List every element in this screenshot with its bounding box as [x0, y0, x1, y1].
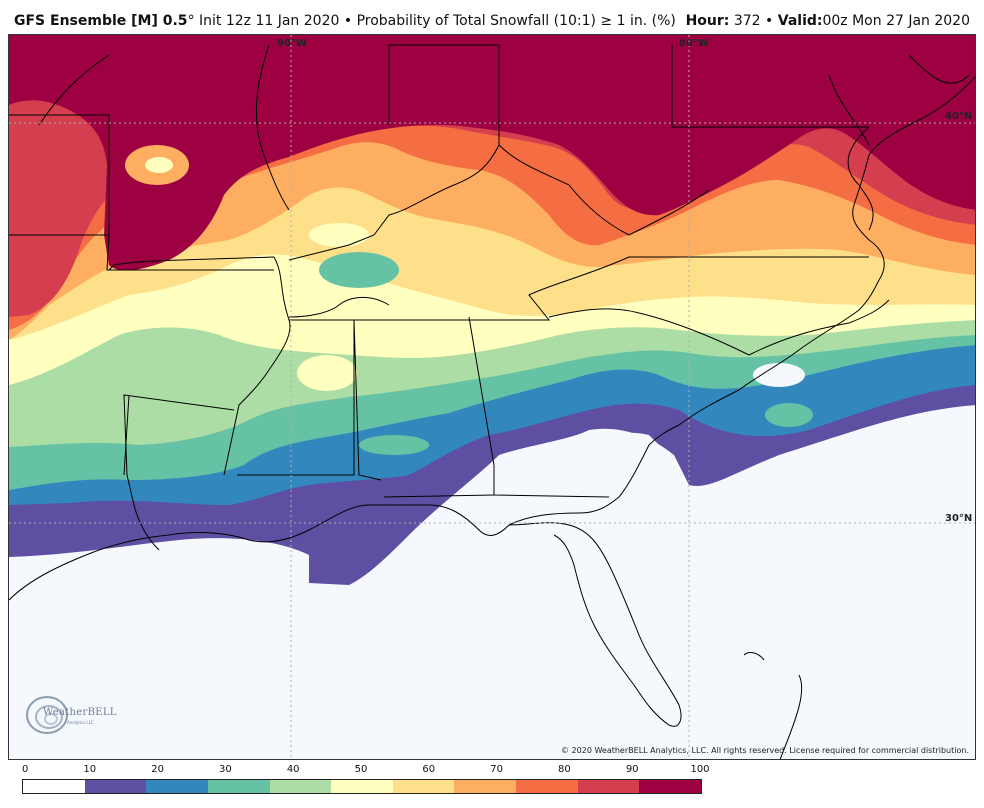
header-left: GFS Ensemble [M] 0.5° Init 12z 11 Jan 20…: [14, 13, 676, 29]
logo-subtext: Analytics LLC: [67, 720, 94, 725]
legend-label-10: 10: [83, 764, 97, 775]
blob-green-sc: [765, 403, 813, 427]
blob-yellow-al: [297, 355, 357, 391]
valid-label: Valid:: [777, 13, 823, 29]
legend-label-0: 0: [22, 764, 29, 775]
legend-swatch-100: [639, 780, 702, 793]
valid-value: 00z Mon 27 Jan 2020: [822, 13, 970, 29]
degree-mark: °: [187, 13, 195, 29]
legend-labels: 0 10 20 30 40 50 60 70 80 90 100: [22, 764, 710, 778]
legend-swatch-50: [331, 780, 393, 793]
legend-label-70: 70: [490, 764, 503, 775]
logo-swirl-icon: [26, 696, 68, 734]
state-borders: [9, 44, 970, 551]
lat-label-30n: 30°N: [945, 513, 973, 524]
legend-label-50: 50: [354, 764, 368, 775]
map-header: GFS Ensemble [M] 0.5° Init 12z 11 Jan 20…: [8, 8, 976, 34]
legend-swatch-30: [207, 780, 270, 793]
band-100: [9, 35, 975, 271]
map-canvas: [9, 35, 975, 759]
snowfall-probability-map: 90°W 80°W 40°N 30°N WeatherBELL Analytic…: [8, 34, 976, 760]
init-time: Init 12z 11 Jan 2020: [199, 13, 340, 29]
lat-label-40n: 40°N: [945, 111, 973, 122]
logo-text: WeatherBELL: [43, 707, 117, 718]
legend-swatch-10: [84, 780, 147, 793]
legend-label-40: 40: [286, 764, 300, 775]
legend-label-80: 80: [558, 764, 571, 775]
legend-swatch-60: [392, 780, 455, 793]
bullet-separator-2: •: [765, 13, 774, 29]
florida-land: [502, 432, 674, 535]
legend-swatch-40: [269, 780, 332, 793]
legend-swatch-20: [146, 780, 208, 793]
legend-swatch-0: [23, 780, 85, 793]
color-legend: 0 10 20 30 40 50 60 70 80 90 100: [22, 764, 710, 804]
florida-peninsula: [580, 505, 691, 725]
blob-yellow-ks: [145, 157, 173, 173]
hour-value: 372: [733, 13, 761, 29]
legend-bar: [22, 779, 702, 794]
lon-label-80w: 80°W: [679, 38, 709, 49]
bullet-separator: •: [343, 13, 353, 29]
copyright-notice: © 2020 WeatherBELL Analytics, LLC. All r…: [561, 746, 969, 755]
coastlines: [9, 76, 975, 759]
blob-green-ms: [359, 435, 429, 455]
blob-lightgreen-sc: [753, 363, 805, 387]
product-name: Probability of Total Snowfall (10:1) ≥ 1…: [356, 13, 676, 29]
weatherbell-logo: WeatherBELL Analytics LLC: [23, 691, 116, 741]
blob-green-ar: [319, 252, 399, 288]
legend-label-90: 90: [625, 764, 639, 775]
graticule: [9, 35, 975, 759]
blob-green-ky: [309, 223, 369, 247]
legend-label-60: 60: [422, 764, 436, 775]
hour-label: Hour:: [685, 13, 730, 29]
legend-label-20: 20: [151, 764, 164, 775]
lon-label-90w: 90°W: [277, 38, 307, 49]
legend-swatch-80: [516, 780, 578, 793]
legend-label-100: 100: [690, 764, 710, 775]
header-right: Hour: 372 • Valid:00z Mon 27 Jan 2020: [686, 13, 970, 29]
model-name: GFS Ensemble [M] 0.5: [14, 13, 188, 29]
legend-label-30: 30: [219, 764, 232, 775]
legend-swatch-90: [577, 780, 640, 793]
legend-swatch-70: [454, 780, 517, 793]
